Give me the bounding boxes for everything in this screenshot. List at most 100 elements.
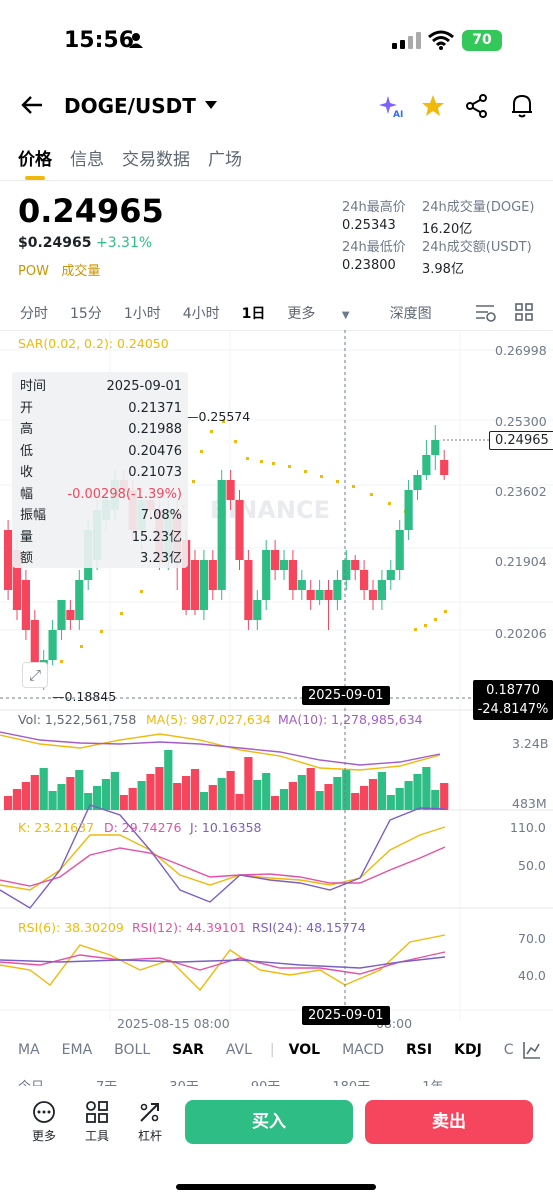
sar-dot <box>234 440 237 443</box>
indicator-tabs: MA EMA BOLL SAR AVL | VOL MACD RSI KDJ C <box>18 1042 522 1058</box>
sar-dot <box>192 480 195 483</box>
volume-bar <box>244 757 253 810</box>
indicator-ma[interactable]: MA <box>18 1042 40 1058</box>
tag-row: POW 成交量 <box>18 260 100 279</box>
indicator-rsi[interactable]: RSI <box>406 1042 433 1058</box>
chart-settings-icon[interactable] <box>475 303 497 323</box>
tab-square[interactable]: 广场 <box>208 150 242 170</box>
volume-bar <box>208 785 217 810</box>
favorite-star-icon[interactable] <box>421 94 445 118</box>
price-usd: $0.24965 <box>18 235 92 251</box>
layout-grid-icon[interactable] <box>515 303 533 321</box>
indicator-sar[interactable]: SAR <box>172 1042 204 1058</box>
rsi-axis-top: 70.0 <box>518 931 546 946</box>
volume-bar <box>360 786 369 810</box>
volume-bar <box>404 781 413 810</box>
volume-bar <box>440 783 449 810</box>
kdj-axis-top: 110.0 <box>510 820 546 835</box>
tag-pow[interactable]: POW <box>18 264 49 279</box>
tools-grid-icon <box>86 1101 108 1123</box>
candle-body <box>315 590 324 600</box>
sar-dot <box>140 590 143 593</box>
indicator-vol[interactable]: VOL <box>288 1042 321 1058</box>
indicator-chart-icon[interactable] <box>522 1040 542 1060</box>
candlestick-chart[interactable]: BINANCE 0.26998 0.25300 0.23602 0.21904 0.20… <box>0 330 553 1030</box>
candle-body <box>297 580 306 590</box>
volume-bar <box>253 780 262 810</box>
volume-bar <box>422 767 431 810</box>
volume-bar <box>12 789 22 810</box>
wifi-icon <box>428 30 454 50</box>
sar-dot <box>60 660 63 663</box>
volume-bar <box>164 750 173 810</box>
candle-body <box>57 600 66 630</box>
chevron-down-icon[interactable] <box>204 100 218 110</box>
interval-1d[interactable]: 1日 <box>241 306 266 322</box>
indicator-kdj[interactable]: KDJ <box>454 1042 482 1058</box>
rsi12-line <box>0 951 446 975</box>
pair-title[interactable]: DOGE/USDT <box>64 94 196 118</box>
sar-dot <box>246 457 249 460</box>
main-tabs: 价格 信息 交易数据 广场 <box>18 145 242 170</box>
rsi24-line <box>0 956 446 969</box>
tab-trading-data[interactable]: 交易数据 <box>122 150 190 170</box>
tab-info[interactable]: 信息 <box>70 150 104 170</box>
interval-depth[interactable]: 深度图 <box>389 306 432 322</box>
sell-button[interactable]: 卖出 <box>365 1100 533 1144</box>
rsi6-line <box>0 934 446 992</box>
cellular-signal-icon <box>392 32 421 49</box>
share-icon[interactable] <box>465 94 489 118</box>
interval-selector: 分时 15分 1小时 4小时 1日 更多 ▼ 深度图 <box>20 303 454 323</box>
sar-dot <box>304 470 307 473</box>
volume-bar <box>57 784 66 810</box>
volume-bar <box>182 776 191 810</box>
volume-bar <box>431 790 440 810</box>
fullscreen-expand-icon[interactable]: ⤢ <box>22 662 48 688</box>
interval-15m[interactable]: 15分 <box>70 306 102 322</box>
candle-body <box>30 620 39 670</box>
volume-bar <box>101 779 111 810</box>
interval-more[interactable]: 更多 ▼ <box>287 306 350 322</box>
bell-icon[interactable] <box>510 93 534 119</box>
volume-bar <box>137 781 146 810</box>
stat-24h-vol-usdt: 24h成交额(USDT) 3.98亿 <box>422 240 532 277</box>
interval-4h[interactable]: 4小时 <box>182 306 220 322</box>
clock: 15:56 <box>64 28 135 53</box>
rsi6-legend: RSI(6): 38.30209 <box>18 920 124 935</box>
tab-price[interactable]: 价格 <box>18 150 52 170</box>
leverage-button[interactable]: 杠杆 <box>130 1100 170 1144</box>
tools-button[interactable]: 工具 <box>77 1100 117 1144</box>
volume-bar <box>279 789 289 810</box>
indicator-ema[interactable]: EMA <box>61 1042 93 1058</box>
indicator-avl[interactable]: AVL <box>225 1042 252 1058</box>
tag-volume[interactable]: 成交量 <box>61 264 101 279</box>
indicator-c[interactable]: C <box>503 1042 514 1058</box>
candle-body <box>440 460 449 475</box>
volume-bar <box>21 782 30 810</box>
low-marker: —0.18845 <box>52 689 117 704</box>
sar-dot <box>100 630 103 633</box>
price-usd-row: $0.24965 +3.31% <box>18 235 152 251</box>
buy-button[interactable]: 买入 <box>185 1100 353 1144</box>
volume-bar <box>66 777 75 810</box>
back-arrow-icon[interactable] <box>20 94 44 116</box>
volume-bar <box>119 795 128 810</box>
candle-body <box>377 580 386 600</box>
kdj-j-line <box>0 804 446 909</box>
volume-bar <box>342 770 351 810</box>
indicator-macd[interactable]: MACD <box>342 1042 385 1058</box>
divider <box>0 180 553 181</box>
more-button[interactable]: 更多 <box>24 1100 64 1144</box>
sar-legend: SAR(0.02, 0.2): 0.24050 <box>18 336 169 351</box>
candle-body <box>333 580 342 600</box>
volume-bar <box>39 768 48 810</box>
vol-ma10-line <box>0 731 441 766</box>
sar-dot <box>414 628 417 631</box>
candle-body <box>368 590 378 600</box>
ai-sparkle-icon[interactable]: AI <box>378 94 404 118</box>
candle-body <box>48 630 57 660</box>
indicator-boll[interactable]: BOLL <box>114 1042 151 1058</box>
vol-legend: Vol: 1,522,561,758 <box>18 712 137 727</box>
interval-1h[interactable]: 1小时 <box>123 306 161 322</box>
interval-timeline[interactable]: 分时 <box>20 306 48 322</box>
